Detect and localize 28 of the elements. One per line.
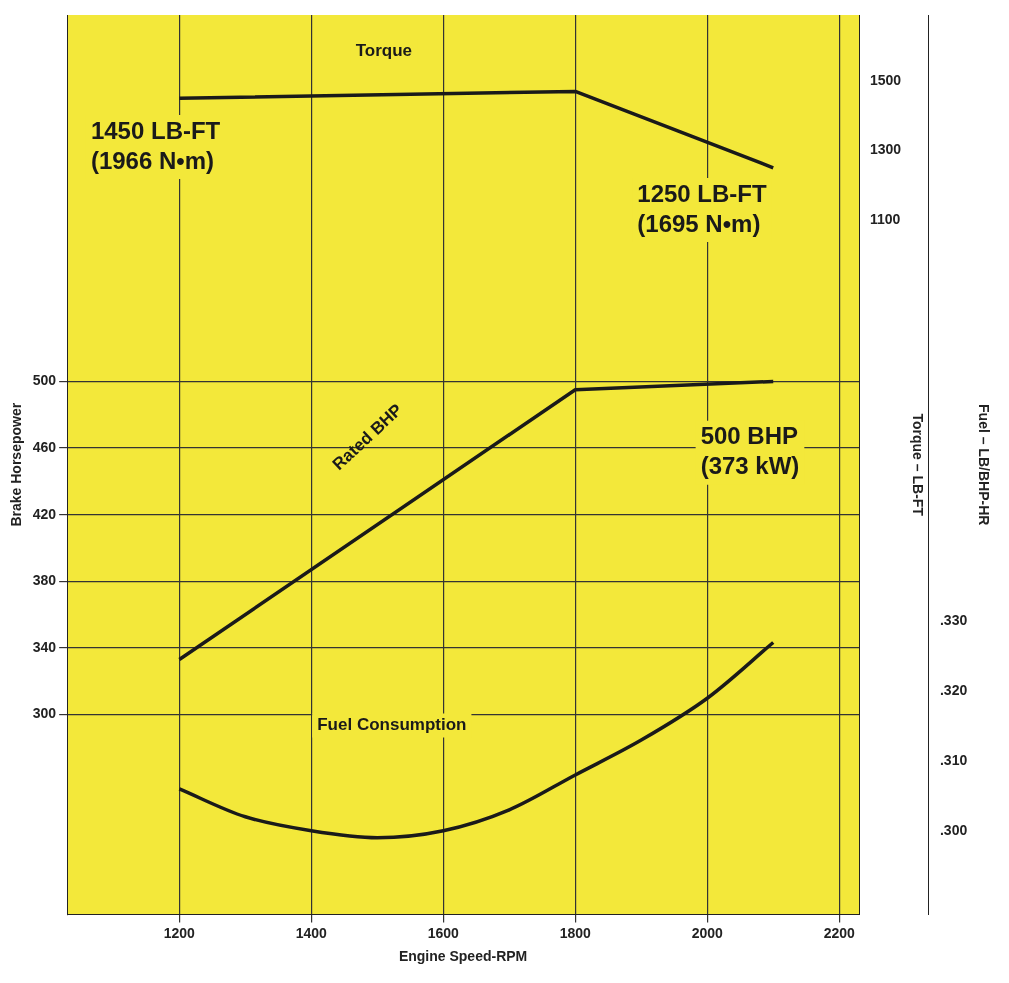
y3-tick-label: .300: [939, 821, 968, 838]
x-tick-label: 1200: [163, 924, 196, 941]
y-tick-label: 460: [32, 438, 57, 455]
y3-tick-label: .320: [939, 682, 968, 699]
y2-tick-label: 1100: [870, 210, 901, 227]
x-tick-label: 1400: [295, 924, 328, 941]
annotation: 1450 LB-FT (1966 N•m): [90, 116, 221, 174]
y2-tick-label: 1500: [870, 71, 902, 88]
x-axis-title: Engine Speed-RPM: [398, 948, 528, 965]
y3-tick-label: .330: [939, 612, 968, 629]
annotation: 500 BHP (373 kW): [700, 422, 800, 480]
x-tick-label: 2200: [823, 924, 855, 941]
y2-tick-label: 1300: [870, 141, 902, 158]
annotation: 1250 LB-FT (1695 N•m): [637, 179, 767, 237]
annotation: Fuel Consumption: [317, 715, 467, 735]
y-tick-label: 420: [32, 505, 57, 522]
y-tick-label: 300: [32, 705, 57, 722]
y3-tick-label: .310: [939, 751, 968, 768]
x-tick-label: 1800: [559, 924, 592, 941]
y2-axis-title: Torque – LB-FT: [909, 413, 926, 517]
y-tick-label: 500: [32, 372, 57, 389]
y-tick-label: 340: [32, 638, 57, 655]
x-tick-label: 2000: [691, 924, 724, 941]
y-axis-title: Brake Horsepower: [8, 402, 25, 527]
y3-axis-title: Fuel – LB/BHP-HR: [975, 404, 992, 526]
annotation: Torque: [355, 40, 413, 60]
y-tick-label: 380: [32, 572, 57, 589]
x-tick-label: 1600: [427, 924, 460, 941]
